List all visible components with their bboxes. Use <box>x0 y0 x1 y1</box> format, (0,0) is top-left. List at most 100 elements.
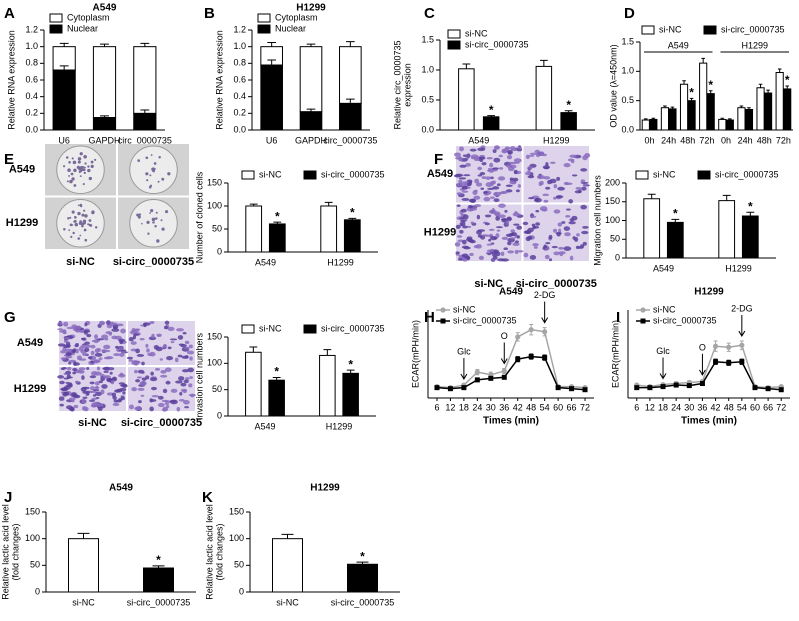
photo-cell <box>453 174 462 178</box>
legend-marker <box>640 307 646 313</box>
y-axis-label: (fold changes) <box>214 523 224 580</box>
photo-cell <box>558 246 564 250</box>
error-bar <box>249 346 258 353</box>
photo-colony <box>149 212 152 214</box>
point <box>555 385 561 391</box>
photo-cell <box>456 204 461 207</box>
y-tick-label: 100 <box>605 215 620 225</box>
y-tick-label: 0 <box>615 252 620 262</box>
photo-row-label: A549 <box>427 168 453 180</box>
photo-cell <box>498 154 503 158</box>
y-tick-label: 1.0 <box>25 41 38 51</box>
photo-colony <box>82 183 85 186</box>
photo-cell <box>532 225 540 229</box>
photo-cell <box>87 356 93 359</box>
x-tick-label: 54 <box>540 402 550 412</box>
panel-letter: A <box>4 5 15 22</box>
photo-cell <box>479 171 486 176</box>
bar <box>641 119 650 131</box>
bar <box>319 354 336 417</box>
photo-cell <box>190 393 195 398</box>
y-axis-label: Number of cloned cells <box>194 171 204 263</box>
photo-cell <box>89 375 97 379</box>
bar <box>143 567 174 593</box>
error-bar <box>720 117 725 120</box>
photo-cell <box>528 197 535 200</box>
error-bar <box>140 109 150 114</box>
point <box>634 385 640 391</box>
photo-cell <box>545 162 549 167</box>
photo-cell <box>166 355 174 361</box>
y-tick-label: 150 <box>207 331 222 341</box>
y-tick-label: 0.2 <box>25 108 38 118</box>
photo-cell <box>529 254 537 260</box>
error-bar <box>766 89 770 94</box>
photo-cell <box>186 350 195 355</box>
photo-cell <box>112 322 118 325</box>
legend-label: Nuclear <box>275 23 306 33</box>
photo-cell <box>550 161 556 164</box>
photo-cell <box>500 218 509 221</box>
photo-cell <box>478 255 484 261</box>
bar <box>68 538 99 593</box>
photo-cell <box>578 189 582 194</box>
significance: * <box>350 206 355 220</box>
photo-cell <box>68 382 72 385</box>
photo-cell <box>470 154 479 159</box>
photo-colony <box>155 211 158 214</box>
photo-cell <box>555 195 564 199</box>
photo-cell <box>490 196 495 199</box>
photo-cell <box>476 214 481 220</box>
photo-cell <box>162 406 169 412</box>
photo-cell <box>116 323 124 327</box>
x-tick-label: A549 <box>653 263 674 273</box>
photo-cell <box>508 232 515 237</box>
photo-cell <box>154 368 161 371</box>
annotation-label: O <box>501 331 508 341</box>
photo-cell <box>109 371 113 375</box>
photo-cell <box>76 325 82 330</box>
photo-cell <box>514 211 518 215</box>
photo-colony <box>81 165 85 169</box>
photo-colony <box>165 210 169 214</box>
photo-cell <box>63 339 68 343</box>
photo-cell <box>569 154 578 158</box>
x-tick-label: si-circ_0000735 <box>331 597 395 607</box>
point <box>474 369 480 375</box>
photo-cell <box>533 246 538 249</box>
photo-cell <box>128 337 134 342</box>
photo-cell <box>101 334 109 339</box>
photo-cell <box>159 358 163 361</box>
legend-swatch <box>447 40 461 50</box>
point <box>528 327 534 333</box>
x-tick-label: U6 <box>58 135 70 145</box>
photo-cell <box>454 242 461 247</box>
error-bar <box>777 68 782 73</box>
photo-cell <box>468 198 476 203</box>
error-bar <box>785 85 789 89</box>
photo-cell <box>548 258 553 262</box>
photo-cell <box>163 325 168 330</box>
bar <box>347 563 378 593</box>
photo-cell <box>563 181 569 186</box>
photo-cell <box>569 255 574 261</box>
chart-title: H1299 <box>310 483 340 494</box>
photo-cell <box>182 369 189 373</box>
legend-swatch <box>447 29 461 39</box>
photo-cell <box>90 386 95 391</box>
photo-cell <box>167 326 175 332</box>
bar <box>268 379 285 417</box>
photo-cell <box>89 381 95 385</box>
photo-cell <box>130 341 137 345</box>
photo-cell <box>188 344 193 349</box>
photo-cell <box>170 340 175 344</box>
photo-cell <box>465 162 471 167</box>
error-bar <box>644 118 648 121</box>
x-tick-label: 48h <box>680 135 695 145</box>
photo-cell <box>180 344 187 348</box>
photo-cell <box>473 195 481 200</box>
y-tick-label: 0 <box>217 246 222 256</box>
error-bar <box>59 42 69 47</box>
x-tick-label: 66 <box>567 402 577 412</box>
error-bar <box>651 117 656 120</box>
